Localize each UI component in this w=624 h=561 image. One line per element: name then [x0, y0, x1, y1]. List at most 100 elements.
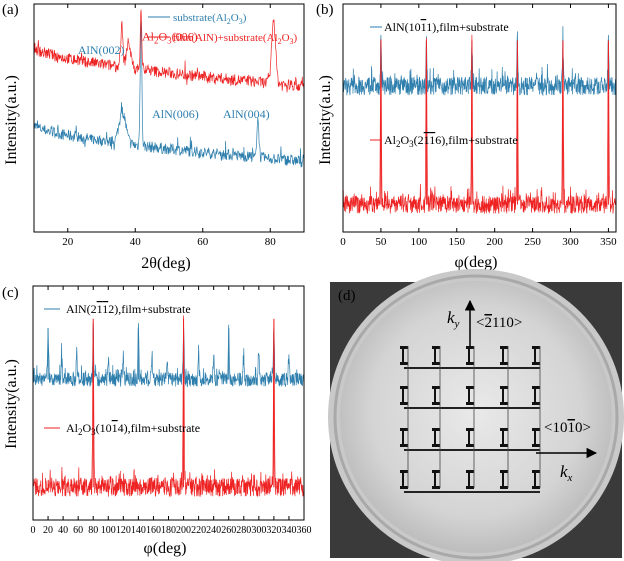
panel-c-xtick-label: 320: [266, 525, 281, 536]
panel-a-label: (a): [2, 2, 19, 18]
panel-a-annotations: AlN(002) Al2O3(006) AlN(006) AlN(004): [78, 29, 270, 121]
panel-b-xtick-label: 250: [524, 236, 541, 248]
panel-b-plot: 0 50 100 150 200 250 300 350 AlN(1011),film+sub…: [340, 3, 617, 248]
electrode-pad: [534, 388, 536, 404]
panel-b-series: [342, 26, 617, 214]
panel-c-series: [32, 315, 305, 498]
panel-c-label: (c): [2, 285, 19, 301]
panel-a-xtick-label: 40: [130, 236, 142, 248]
panel-c-xtick-label: 260: [221, 525, 236, 536]
panel-c: (c) Intensity(a.u.) 0 20 40 60 80 100 120 140 16…: [2, 285, 312, 557]
panel-c-xtick-label: 100: [101, 525, 116, 536]
panel-b-xtick-label: 50: [375, 236, 387, 248]
electrode-pad: [534, 430, 536, 446]
panel-c-xtick-label: 80: [88, 525, 98, 536]
panel-d-label: (d): [338, 288, 356, 304]
panel-c-xtick-label: 180: [161, 525, 176, 536]
electrode-pad: [466, 428, 474, 431]
panel-c-xtick-label: 360: [297, 525, 312, 536]
electrode-pad: [402, 388, 404, 404]
electrode-pad: [502, 388, 504, 404]
electrode-pad: [502, 348, 504, 364]
electrode-pad: [502, 430, 504, 446]
panel-d: (d) ky <2110> kx <1010>: [328, 269, 624, 561]
panel-a-ylabel: Intensity(a.u.): [3, 75, 20, 165]
electrode-pattern: [400, 346, 541, 493]
electrode-pad: [434, 430, 436, 446]
electrode-pad: [432, 386, 440, 389]
panel-c-xtick-label: 120: [116, 525, 131, 536]
panel-c-blue-label: AlN(2112),film+substrate: [66, 302, 191, 316]
panel-b-xtick-label: 150: [449, 236, 466, 248]
panel-c-xtick-label: 40: [58, 525, 68, 536]
panel-b-series-1: [342, 34, 617, 214]
panel-b-axes: 0 50 100 150 200 250 300 350: [340, 3, 617, 248]
panel-c-xtick-label: 140: [131, 525, 146, 536]
electrode-pad: [500, 346, 508, 349]
panel-a-axes: 20 40 60 80: [33, 3, 305, 248]
panel-b-xtick-label: 300: [562, 236, 579, 248]
electrode-pad: [400, 470, 408, 473]
electrode-pad: [468, 472, 470, 488]
panel-c-xtick-label: 60: [73, 525, 83, 536]
panel-a-xtick-label: 80: [265, 236, 277, 248]
annotation-aln002: AlN(002): [78, 43, 125, 57]
panel-b-xtick-label: 0: [340, 236, 346, 248]
electrode-pad: [432, 428, 440, 431]
electrode-pad: [466, 470, 474, 473]
panel-a-series: [33, 9, 305, 168]
panel-c-xtick-label: 300: [251, 525, 266, 536]
annotation-al2o3-006: Al2O3(006): [142, 29, 198, 45]
panel-b-ylabel: Intensity(a.u.): [317, 75, 334, 165]
electrode-pad: [400, 346, 408, 349]
panel-b-label: (b): [316, 2, 334, 18]
panel-c-xtick-label: 220: [191, 525, 206, 536]
panel-a-xlabel: 2θ(deg): [141, 255, 190, 272]
panel-b-red-label: Al2O3(2116),film+substrate: [384, 133, 518, 149]
electrode-pad: [532, 346, 540, 349]
panel-b-xlabel: φ(deg): [455, 254, 498, 271]
panel-c-xtick-label: 0: [31, 525, 36, 536]
petri-dish-edge: [333, 274, 619, 560]
annotation-aln006: AlN(006): [152, 107, 199, 121]
panel-a-legend: substrate(Al2O3) film(AlN)+substrate(Al2…: [148, 12, 298, 46]
ky-label: ky: [447, 308, 460, 330]
electrode-pad: [432, 470, 440, 473]
panel-c-xtick-label: 240: [206, 525, 221, 536]
electrode-pad: [534, 472, 536, 488]
panel-a-series-1: [33, 9, 305, 93]
electrode-pad: [468, 388, 470, 404]
kx-label: kx: [560, 462, 573, 484]
direction-x-label: <1010>: [544, 420, 591, 436]
panel-a-plot: AlN(002) Al2O3(006) AlN(006) AlN(004) subst…: [33, 3, 305, 248]
electrode-pad: [532, 470, 540, 473]
legend-entry-blue: substrate(Al2O3): [173, 12, 247, 26]
panel-a-series-0: [33, 20, 305, 168]
electrode-pad: [500, 470, 508, 473]
panel-b-xtick-label: 200: [486, 236, 503, 248]
panel-a-xtick-label: 20: [62, 236, 74, 248]
panel-c-xtick-label: 160: [146, 525, 161, 536]
electrode-pad: [434, 388, 436, 404]
panel-b-blue-label: AlN(1011),film+substrate: [384, 20, 509, 34]
panel-b-series-0: [342, 26, 617, 97]
panel-c-xtick-label: 200: [176, 525, 191, 536]
panel-b-xtick-label: 350: [600, 236, 617, 248]
direction-y-label: <2110>: [476, 315, 522, 331]
panel-a-frame: [33, 3, 305, 233]
panel-c-xlabel: φ(deg): [144, 540, 187, 557]
electrode-pad: [502, 472, 504, 488]
panel-c-red-label: Al2O3(1014),film+substrate: [66, 421, 200, 437]
electrode-pad: [534, 348, 536, 364]
electrode-pad: [400, 386, 408, 389]
electrode-pad: [468, 348, 470, 364]
electrode-pad: [532, 386, 540, 389]
electrode-pad: [402, 430, 404, 446]
panel-b-xtick-label: 100: [411, 236, 428, 248]
annotation-aln004: AlN(004): [223, 107, 270, 121]
panel-c-xtick-label: 340: [281, 525, 296, 536]
electrode-pad: [434, 472, 436, 488]
panel-b-frame: [342, 3, 617, 233]
electrode-pad: [500, 386, 508, 389]
